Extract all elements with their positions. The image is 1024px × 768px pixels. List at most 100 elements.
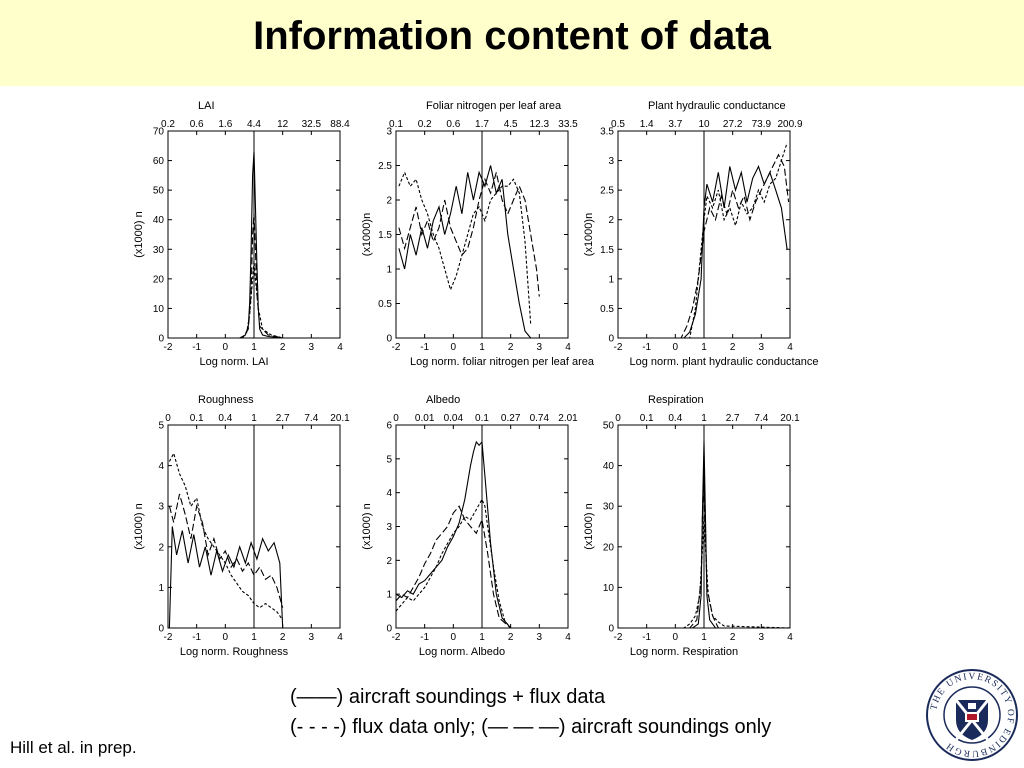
top-tick-label: 0.04: [444, 413, 464, 424]
x-tick-label: -1: [420, 342, 429, 353]
chart-panel-0: LAI-2 -1 0 1 2 3 40.2 0.6 1.6 4.4 12 32.5 88.4010203…: [133, 100, 350, 368]
y-tick-label: 4: [386, 488, 392, 499]
x-tick-label: 1: [479, 342, 485, 353]
x-tick-label: 0: [673, 342, 679, 353]
y-tick-label: 2: [158, 542, 164, 553]
y-tick-label: 0: [608, 624, 614, 635]
y-axis-label: (x1000)n: [361, 213, 373, 256]
y-tick-label: 0.5: [600, 304, 614, 315]
x-tick-label: 3: [537, 342, 543, 353]
top-tick-label: 0.1: [475, 413, 489, 424]
top-tick-label: 0.1: [640, 413, 654, 424]
y-tick-label: 20: [153, 274, 165, 285]
series-line-dash-long: [618, 153, 790, 339]
y-tick-label: 70: [153, 127, 165, 138]
x-tick-label: 4: [337, 632, 343, 643]
legend-line-2: (- - - -) flux data only; (— — —) aircra…: [290, 716, 772, 738]
series-line-dashed: [618, 514, 791, 629]
top-tick-label: 0.1: [389, 119, 403, 130]
top-tick-label: 2.7: [726, 413, 740, 424]
top-tick-label: 33.5: [558, 119, 578, 130]
chart-panel-5: Respiration-2 -1 0 1 2 3 40 0.1 0.4 1 2.7 7.4 20.101…: [583, 394, 800, 658]
y-tick-label: 1.5: [600, 245, 614, 256]
chart-title: Albedo: [426, 394, 460, 406]
series-line-solid: [168, 526, 284, 629]
x-axis-label: Log norm. Roughness: [180, 646, 289, 658]
y-tick-label: 0: [386, 334, 392, 345]
series-line-dash-long: [618, 473, 790, 629]
x-tick-label: -2: [392, 342, 401, 353]
x-tick-label: 0: [223, 342, 229, 353]
top-tick-label: 88.4: [330, 119, 350, 130]
y-tick-label: 1: [158, 583, 164, 594]
x-tick-label: 1: [701, 632, 707, 643]
top-tick-label: 7.4: [304, 413, 318, 424]
x-tick-label: 1: [251, 632, 257, 643]
series-line-dash-long: [168, 493, 284, 608]
y-tick-label: 20: [603, 542, 615, 553]
y-tick-label: 2: [386, 196, 392, 207]
x-axis-label: Log norm. LAI: [199, 356, 268, 368]
x-tick-label: -2: [164, 632, 173, 643]
x-tick-label: 2: [280, 342, 286, 353]
y-tick-label: 50: [603, 421, 615, 432]
y-tick-label: 3: [386, 522, 392, 533]
top-tick-label: 0.01: [415, 413, 435, 424]
university-crest-icon: THE UNIVERSITY OF EDINBURGH: [926, 669, 1018, 761]
y-tick-label: 40: [153, 215, 165, 226]
x-tick-label: 2: [508, 632, 514, 643]
x-axis-label: Log norm. plant hydraulic conductance: [630, 356, 819, 368]
y-tick-label: 2.5: [600, 186, 614, 197]
x-axis-label: Log norm. Albedo: [419, 646, 505, 658]
chart-panel-1: Foliar nitrogen per leaf area -2 -1 0 1 2 3 4 0.…: [361, 100, 595, 368]
y-tick-label: 1: [608, 274, 614, 285]
x-tick-label: -2: [392, 632, 401, 643]
top-tick-label: 1: [251, 413, 257, 424]
top-tick-label: 0.4: [218, 413, 232, 424]
top-tick-label: 1: [701, 413, 707, 424]
top-tick-label: 0.6: [190, 119, 204, 130]
y-tick-label: 0: [158, 624, 164, 635]
y-tick-label: 0: [158, 334, 164, 345]
top-tick-label: 4.4: [247, 119, 261, 130]
top-tick-label: 32.5: [302, 119, 322, 130]
y-tick-label: 1.5: [378, 230, 392, 241]
x-tick-label: 3: [309, 342, 315, 353]
x-tick-label: 2: [508, 342, 514, 353]
x-tick-label: 3: [759, 342, 765, 353]
y-tick-label: 2: [608, 215, 614, 226]
chart-panel-2: Plant hydraulic conductance -2 -1 0 1 2 3 4 0.5 1…: [583, 100, 818, 368]
x-tick-label: 3: [759, 632, 765, 643]
y-axis-label: (x1000) n: [133, 503, 145, 549]
series-line-dash-long: [168, 213, 340, 339]
y-tick-label: 0: [386, 624, 392, 635]
x-tick-label: 4: [787, 342, 793, 353]
x-axis-label: Log norm. Respiration: [630, 646, 738, 658]
top-tick-label: 73.9: [752, 119, 772, 130]
top-tick-label: 0.2: [418, 119, 432, 130]
series-line-dash-long: [398, 172, 540, 297]
top-tick-label: 12.3: [530, 119, 550, 130]
x-tick-label: 2: [730, 342, 736, 353]
x-tick-label: 1: [251, 342, 257, 353]
x-tick-label: 1: [479, 632, 485, 643]
y-tick-label: 3: [608, 156, 614, 167]
x-tick-label: 0: [451, 342, 457, 353]
x-tick-label: -2: [614, 342, 623, 353]
y-tick-label: 3.5: [600, 127, 614, 138]
top-tick-label: 20.1: [330, 413, 350, 424]
y-tick-label: 5: [386, 454, 392, 465]
series-line-dashed: [168, 451, 284, 621]
series-line-dash-long: [395, 505, 512, 629]
charts-area: LAI-2 -1 0 1 2 3 40.2 0.6 1.6 4.4 12 32.5 88.4010203…: [133, 100, 818, 658]
top-tick-label: 2.7: [276, 413, 290, 424]
x-tick-label: 0: [451, 632, 457, 643]
top-tick-label: 1.6: [218, 119, 232, 130]
chart-title: LAI: [198, 100, 215, 112]
y-tick-label: 5: [158, 421, 164, 432]
y-axis-label: (x1000)n: [583, 213, 595, 256]
x-tick-label: 0: [223, 632, 229, 643]
x-tick-label: -2: [164, 342, 173, 353]
series-line-dashed: [398, 170, 532, 325]
y-tick-label: 3: [158, 502, 164, 513]
